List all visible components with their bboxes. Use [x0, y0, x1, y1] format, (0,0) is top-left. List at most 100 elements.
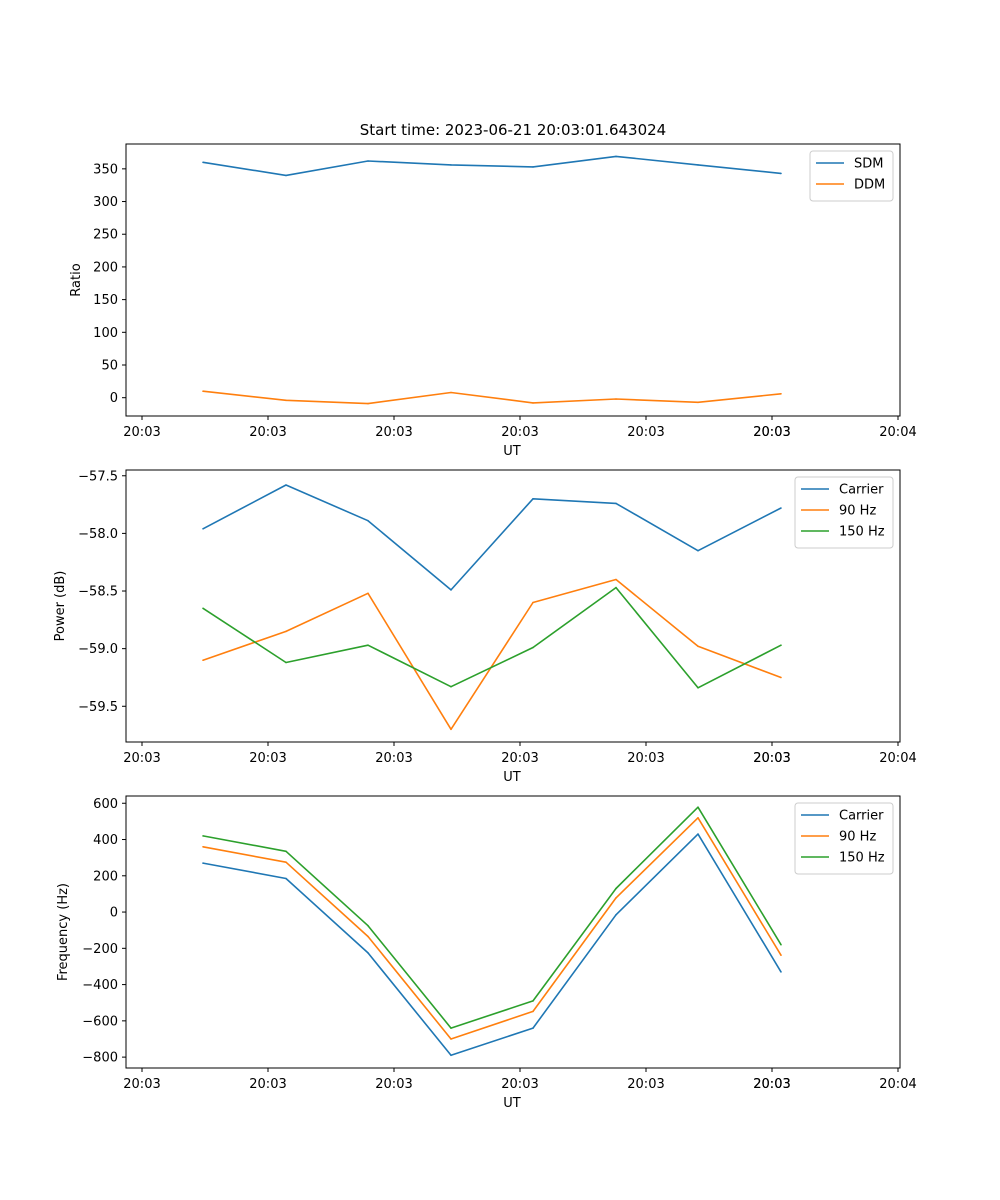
data-point [367, 402, 369, 405]
data-point [697, 645, 699, 648]
series-line-carrier [202, 484, 782, 591]
x-tick-label: 20:03 [753, 751, 790, 766]
series-line-ddm [202, 390, 782, 405]
x-tick-label: 20:03 [753, 425, 790, 440]
x-tick-label: 20:03 [753, 1077, 790, 1092]
x-tick-label: 20:03 [501, 1077, 538, 1092]
chart-panel-1: Start time: 2023-06-21 20:03:01.643024 20… [69, 121, 917, 459]
data-point [615, 578, 617, 581]
data-point [697, 687, 699, 689]
x-tick-label: 20:03 [375, 751, 412, 766]
y-tick-label: −400 [82, 978, 118, 993]
legend: Carrier 90 Hz 150 Hz [794, 802, 894, 875]
y-tick-label: 400 [93, 833, 118, 848]
y-tick-label: 0 [110, 906, 118, 921]
data-point [532, 646, 534, 649]
data-point [202, 528, 204, 530]
data-point [367, 935, 369, 938]
y-axis-label: Frequency (Hz) [56, 883, 71, 981]
series-line-150-hz [202, 586, 782, 689]
y-tick-label: −58.0 [78, 527, 118, 542]
x-tick-label: 20:03 [123, 1077, 160, 1092]
y-tick-label: 200 [93, 869, 118, 884]
data-point [202, 659, 204, 661]
legend-entry: 150 Hz [839, 525, 885, 540]
y-tick-label: −58.5 [78, 585, 118, 600]
y-tick-label: 200 [93, 260, 118, 275]
data-point [697, 833, 699, 835]
x-axis-label: UT [503, 1096, 521, 1111]
data-point [202, 862, 204, 864]
data-point [615, 502, 617, 505]
x-tick-label: 20:03 [627, 1077, 664, 1092]
legend-entry: SDM [854, 157, 883, 172]
data-point [615, 155, 617, 158]
y-axis-label: Power (dB) [53, 571, 68, 642]
series-line-90-hz [202, 578, 782, 731]
y-axis-label: Ratio [69, 263, 84, 296]
y-tick-label: 50 [101, 359, 118, 374]
x-tick-label: 20:04 [879, 425, 916, 440]
x-tick-label: 20:04 [879, 1077, 916, 1092]
data-point [532, 601, 534, 604]
x-tick-label: 20:03 [501, 751, 538, 766]
data-point [780, 507, 782, 509]
data-point [367, 519, 369, 522]
data-point [202, 835, 204, 837]
data-point [202, 846, 204, 848]
x-tick-label: 20:03 [249, 751, 286, 766]
data-point [450, 1038, 452, 1040]
x-tick-label: 20:03 [627, 751, 664, 766]
data-point [532, 1000, 534, 1002]
data-point [285, 850, 287, 853]
y-tick-label: −59.0 [78, 642, 118, 657]
data-point [285, 174, 287, 177]
legend-entry: 90 Hz [839, 504, 876, 519]
plot-frame [125, 143, 901, 417]
y-tick-label: 600 [93, 797, 118, 812]
x-tick-label: 20:03 [123, 425, 160, 440]
x-tick-label: 20:04 [879, 751, 916, 766]
y-tick-label: −800 [82, 1051, 118, 1066]
x-tick-label: 20:03 [501, 425, 538, 440]
data-point [697, 806, 699, 808]
data-point [532, 402, 534, 404]
data-point [615, 887, 617, 890]
plot-frame [125, 469, 901, 743]
data-point [367, 160, 369, 162]
x-tick-label: 20:03 [249, 1077, 286, 1092]
data-point [532, 1010, 534, 1013]
series-line-sdm [202, 155, 782, 177]
x-tick-label: 20:03 [375, 1077, 412, 1092]
y-tick-label: −600 [82, 1014, 118, 1029]
x-tick-label: 20:03 [375, 425, 412, 440]
series-line-150-hz [202, 806, 782, 1029]
legend-entry: Carrier [839, 809, 884, 824]
y-tick-label: −59.5 [78, 700, 118, 715]
data-point [285, 399, 287, 402]
legend-entry: 150 Hz [839, 851, 885, 866]
legend: Carrier 90 Hz 150 Hz [794, 476, 894, 549]
data-point [532, 498, 534, 500]
legend-entry: Carrier [839, 483, 884, 498]
data-point [615, 586, 617, 589]
data-point [285, 861, 287, 863]
chart-title: Start time: 2023-06-21 20:03:01.643024 [360, 121, 666, 139]
series-line-carrier [202, 833, 782, 1057]
y-tick-label: 300 [93, 195, 118, 210]
data-point [450, 1027, 452, 1029]
data-point [780, 943, 782, 946]
data-point [532, 1027, 534, 1029]
data-point [780, 971, 782, 973]
data-point [780, 393, 782, 395]
y-tick-label: 0 [110, 391, 118, 406]
data-point [285, 630, 287, 633]
plot-frame [125, 795, 901, 1069]
data-point [615, 914, 617, 916]
y-tick-label: 150 [93, 293, 118, 308]
data-point [450, 391, 452, 394]
data-point [450, 728, 452, 731]
